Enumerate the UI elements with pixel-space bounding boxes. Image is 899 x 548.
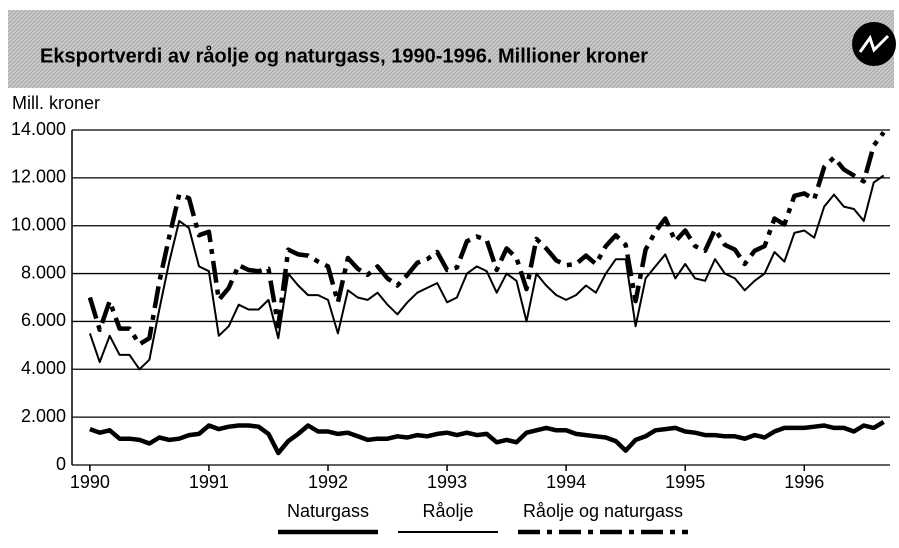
y-axis-label: Mill. kroner <box>12 93 100 113</box>
x-tick-label: 1992 <box>308 472 348 492</box>
x-tick-label: 1994 <box>546 472 586 492</box>
y-tick-label: 0 <box>56 454 66 474</box>
series-line <box>87 131 886 347</box>
y-tick-label: 12.000 <box>11 167 66 187</box>
x-tick-label: 1991 <box>189 472 229 492</box>
x-tick-label: 1996 <box>784 472 824 492</box>
y-tick-label: 8.000 <box>21 262 66 282</box>
x-tick-label: 1995 <box>665 472 705 492</box>
legend-label: Naturgass <box>287 501 369 521</box>
title-banner <box>8 10 894 88</box>
legend-label: Råolje og naturgass <box>523 501 683 521</box>
legend-label: Råolje <box>422 501 473 521</box>
y-tick-label: 6.000 <box>21 310 66 330</box>
series-line <box>88 174 885 371</box>
series-line <box>89 419 885 456</box>
y-tick-label: 10.000 <box>11 214 66 234</box>
chart-title: Eksportverdi av råolje og naturgass, 199… <box>40 44 648 67</box>
x-tick-label: 1990 <box>70 472 110 492</box>
y-tick-label: 4.000 <box>21 358 66 378</box>
y-tick-label: 2.000 <box>21 406 66 426</box>
y-tick-label: 14.000 <box>11 119 66 139</box>
logo-icon <box>852 22 896 66</box>
x-tick-label: 1993 <box>427 472 467 492</box>
